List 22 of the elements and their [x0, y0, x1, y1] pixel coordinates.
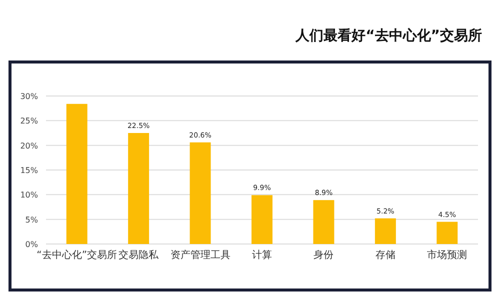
x-tick-label: 存储 — [375, 249, 396, 261]
y-tick-label: 20% — [20, 141, 38, 150]
x-tick-label: 市场预测 — [427, 249, 468, 261]
bar — [374, 218, 396, 244]
bar — [128, 133, 150, 244]
y-tick-label: 30% — [20, 92, 38, 101]
bar — [313, 200, 334, 244]
y-tick-label: 25% — [20, 116, 38, 126]
x-tick-label: 交易隐私 — [118, 249, 160, 261]
x-tick-label: “去中心化”交易所 — [36, 249, 118, 261]
x-tick-label: 资产管理工具 — [170, 249, 230, 261]
y-tick-label: 10% — [20, 190, 38, 200]
x-tick-label: 计算 — [252, 249, 272, 261]
bar — [190, 142, 211, 244]
y-tick-label: 0% — [25, 240, 38, 249]
bar — [66, 104, 88, 244]
bar — [252, 195, 272, 244]
chart-title: 人们最看好“去中心化”交易所 — [294, 27, 482, 44]
y-tick-label: 15% — [20, 166, 38, 175]
x-tick-label: 身份 — [314, 249, 334, 261]
bar — [436, 222, 458, 244]
y-tick-label: 5% — [25, 215, 38, 224]
